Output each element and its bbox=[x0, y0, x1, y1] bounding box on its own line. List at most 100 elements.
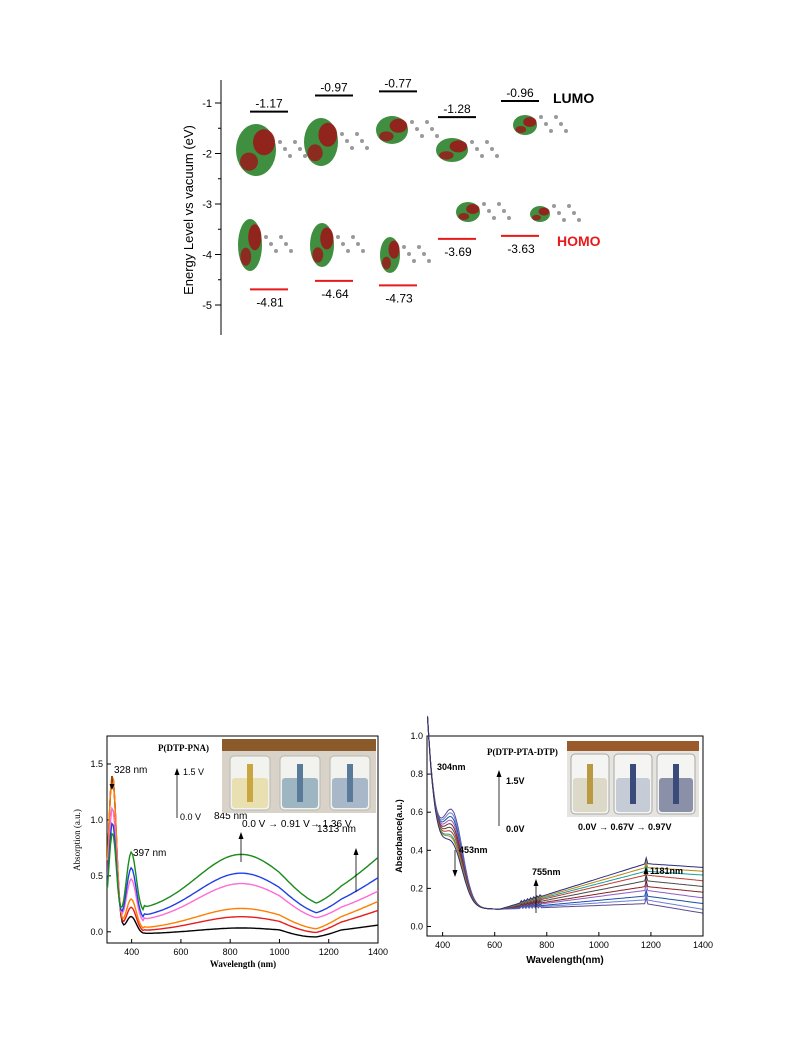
atom bbox=[283, 147, 287, 151]
atom bbox=[422, 252, 426, 256]
panel-b-title: P(DTP-PTA-DTP) bbox=[487, 747, 558, 757]
panel-a-y-tick-label: 0.0 bbox=[90, 927, 103, 937]
orbital-lobe-red bbox=[312, 247, 324, 263]
atom bbox=[402, 245, 406, 249]
orbital-lobe-red bbox=[449, 140, 468, 153]
atom bbox=[552, 204, 556, 208]
panel-a-voltage-arrowhead bbox=[174, 768, 180, 775]
vial-electrode bbox=[347, 764, 353, 802]
atom bbox=[303, 154, 307, 158]
orbital-lobe-red bbox=[523, 117, 537, 127]
energy-y-tick-label: -5 bbox=[202, 300, 212, 312]
orbital-3 bbox=[376, 116, 439, 144]
panel-a-series-line bbox=[106, 832, 379, 912]
vial-electrode bbox=[297, 764, 303, 802]
panel-b-y-tick-label: 1.0 bbox=[410, 731, 423, 741]
orbital-lobe-red bbox=[538, 207, 550, 216]
panel-b-x-label: Wavelength(nm) bbox=[526, 955, 603, 966]
panel-a-x-tick-label: 1200 bbox=[319, 947, 339, 957]
orbital-images bbox=[236, 115, 581, 273]
atom bbox=[361, 249, 365, 253]
atom bbox=[356, 242, 360, 246]
homo-value: -3.69 bbox=[444, 245, 472, 259]
atom bbox=[564, 129, 568, 133]
orbital-lobe-red bbox=[388, 240, 400, 259]
panel-b-y-tick-label: 0.4 bbox=[410, 845, 423, 855]
annotation-304nm: 304nm bbox=[437, 762, 466, 772]
panel-b-series bbox=[427, 715, 703, 914]
atom bbox=[264, 235, 268, 239]
panel-b-x-tick-label: 600 bbox=[487, 940, 502, 950]
panel-b-voltage-top: 1.5V bbox=[506, 776, 525, 786]
panel-b-series-line bbox=[427, 717, 703, 910]
panel-b-vial-sequence: 0.0V → 0.67V → 0.97V bbox=[578, 822, 672, 832]
arrowhead-328nm bbox=[109, 784, 115, 790]
vial-electrode bbox=[673, 764, 679, 804]
atom bbox=[420, 134, 424, 138]
panel-a-frame bbox=[106, 735, 379, 944]
annotation-845nm: 845 nm bbox=[214, 811, 247, 822]
energy-level-chart: -1 -2 -3 -4 -5 Energy Level vs vacuum (eV) -… bbox=[181, 76, 601, 335]
panel-a-x-tick-label: 800 bbox=[223, 947, 238, 957]
panel-b-voltage-arrowhead bbox=[496, 770, 502, 777]
orbital-lobe-red bbox=[318, 122, 338, 147]
atom bbox=[572, 211, 576, 215]
atom bbox=[410, 120, 414, 124]
energy-levels: -1.17 -4.81 -0.97 -4.64 -0.77 -4.73 -1.28 -3.69… bbox=[250, 76, 539, 309]
atom bbox=[485, 140, 489, 144]
atom bbox=[497, 202, 501, 206]
atom bbox=[470, 140, 474, 144]
atom bbox=[427, 259, 431, 263]
vial-electrode bbox=[630, 764, 636, 804]
panel-b-chart: 400 600 800 1000 1200 14000.00.20.40.60.81.0 … bbox=[394, 715, 713, 966]
panel-b-vial-photo bbox=[567, 741, 699, 817]
annotation-328nm: 328 nm bbox=[114, 765, 147, 776]
atom bbox=[360, 139, 364, 143]
annotation-1313nm: 1313 nm bbox=[317, 824, 356, 835]
annotation-1181nm: 1181nm bbox=[650, 866, 683, 876]
energy-y-tick-label: -4 bbox=[202, 250, 212, 262]
annotation-453nm: 453nm bbox=[459, 845, 488, 855]
atom bbox=[425, 120, 429, 124]
orbital-lobe-red bbox=[382, 256, 391, 270]
orbital-lobe-red bbox=[458, 213, 470, 220]
orbital-lobe-red bbox=[379, 131, 394, 142]
panel-b-x-tick-label: 1200 bbox=[641, 940, 661, 950]
atom bbox=[340, 132, 344, 136]
atom bbox=[351, 235, 355, 239]
atom bbox=[412, 259, 416, 263]
energy-y-ticks: -1 -2 -3 -4 -5 bbox=[202, 98, 221, 312]
panel-a-ticks: 400 600 800 1000 1200 1400 0.0 0.5 1.0 1.5 bbox=[90, 759, 388, 957]
orbital-7 bbox=[310, 223, 365, 267]
panel-a-x-tick-label: 1400 bbox=[368, 947, 388, 957]
orbital-lobe-red bbox=[253, 129, 275, 156]
orbital-lobe-red bbox=[466, 204, 480, 214]
atom bbox=[407, 252, 411, 256]
atom bbox=[336, 235, 340, 239]
panel-a-voltage-bottom: 0.0 V bbox=[180, 812, 201, 822]
lumo-value: -0.77 bbox=[384, 76, 412, 90]
atom bbox=[544, 122, 548, 126]
orbital-10 bbox=[530, 204, 581, 222]
atom bbox=[495, 154, 499, 158]
lumo-label: LUMO bbox=[553, 90, 594, 106]
lumo-value: -1.17 bbox=[255, 97, 283, 111]
vial-electrode bbox=[247, 764, 253, 802]
atom bbox=[350, 146, 354, 150]
atom bbox=[417, 245, 421, 249]
annotation-755nm: 755nm bbox=[532, 867, 561, 877]
atom bbox=[507, 216, 511, 220]
atom bbox=[289, 249, 293, 253]
panel-a-vial-sequence: 0.0 V → 0.91 V→ 1.36 V bbox=[242, 819, 352, 830]
panel-a-series-line bbox=[106, 821, 379, 919]
panel-a-voltage-top: 1.5 V bbox=[183, 767, 204, 777]
atom bbox=[487, 209, 491, 213]
homo-value: -4.81 bbox=[256, 295, 284, 309]
atom bbox=[492, 216, 496, 220]
panel-b-frame bbox=[426, 735, 704, 937]
orbital-lobe-red bbox=[240, 152, 258, 171]
panel-a-series-line bbox=[106, 806, 379, 922]
arrowhead-1313nm bbox=[353, 848, 359, 855]
atom bbox=[298, 147, 302, 151]
orbital-4 bbox=[436, 138, 499, 162]
